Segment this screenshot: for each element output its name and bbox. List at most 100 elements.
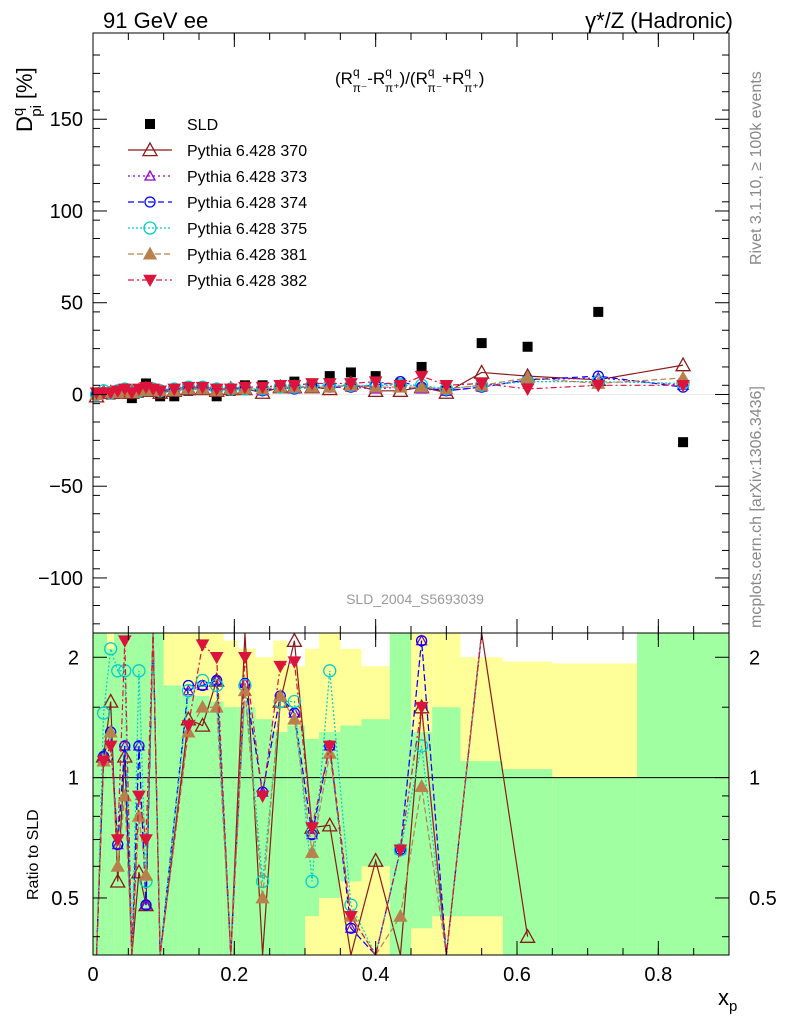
ratio-point [102, 693, 119, 708]
ratio-point [139, 898, 153, 910]
formula-sub2: π⁺ [385, 81, 400, 95]
ratio-point [287, 711, 302, 725]
y-axis-label-sub: pi [28, 105, 45, 117]
legend-entry: Pythia 6.428 382 [128, 273, 307, 290]
analysis-watermark: SLD_2004_S5693039 [346, 591, 484, 607]
y-axis-label: Dqpi [%] [10, 67, 45, 132]
ratio-point [367, 852, 384, 867]
green-band [637, 633, 729, 955]
series-point [414, 379, 429, 393]
legend-marker [145, 119, 155, 129]
ratio-point [104, 642, 118, 656]
series-point [674, 356, 692, 372]
x-axis-label: xp [718, 985, 737, 1015]
ratio-tick-label-right: 0.5 [749, 888, 777, 910]
series-point [344, 378, 358, 391]
formula-sub3: π⁻ [428, 81, 443, 95]
sld-data-point [678, 437, 689, 448]
legend-label: Pythia 6.428 381 [187, 247, 307, 264]
green-band [411, 732, 433, 929]
green-band [552, 777, 638, 955]
series-point [305, 378, 319, 391]
ratio-point [138, 867, 154, 881]
sld-data-point [593, 306, 604, 317]
green-band [195, 696, 210, 955]
green-band [460, 761, 503, 917]
axes: 150 100 50 0 −50 −100 0 0.2 0.4 0.6 0.8 2 2 1 1 0.5 0.5 [38, 32, 777, 986]
y-axis-label-sup: q [10, 108, 27, 116]
y-tick-label: 0 [72, 384, 83, 406]
ratio-point [195, 639, 210, 652]
ratio-point [139, 834, 153, 847]
x-axis-label-main: x [718, 985, 729, 1010]
mcplots-label: mcplots.cern.ch [arXiv:1306.3436] [748, 386, 765, 628]
ratio-point [519, 928, 536, 943]
formula-sub1: π⁻ [353, 81, 368, 95]
green-band [114, 633, 122, 955]
ratio-point [103, 740, 118, 753]
formula-open: (R [335, 69, 353, 88]
legend-marker [142, 246, 158, 260]
y-tick-label: −50 [49, 476, 83, 498]
ratio-point [111, 664, 125, 678]
sld-data-point [522, 341, 533, 352]
legend-label: Pythia 6.428 370 [187, 143, 307, 160]
series-point [209, 383, 224, 396]
legend-marker [143, 221, 157, 235]
ratio-point [322, 740, 337, 753]
series-point [393, 379, 408, 393]
series-line [96, 381, 684, 396]
series-point [414, 370, 429, 384]
ratio-point [305, 822, 319, 835]
ratio-point [140, 899, 152, 911]
sld-data-point [370, 371, 381, 382]
rivet-version-label: Rivet 3.1.10, ≥ 100k events [748, 71, 765, 265]
ratio-point [323, 664, 337, 678]
sld-data-point [416, 361, 427, 372]
legend-label: Pythia 6.428 375 [187, 221, 307, 238]
series-point [153, 385, 167, 398]
ratio-y-label: Ratio to SLD [25, 809, 42, 900]
ratio-line [95, 633, 483, 955]
ratio-point [344, 910, 358, 924]
series-pythia-6-428-382 [89, 370, 690, 400]
series-point [181, 381, 196, 395]
legend-marker [144, 196, 156, 208]
ratio-series-group [95, 633, 536, 955]
ratio-point [132, 664, 146, 678]
green-band [361, 719, 390, 867]
header-left-title: 91 GeV ee [103, 8, 208, 33]
green-band [107, 648, 115, 955]
ratio-point [286, 633, 303, 647]
legend-label: Pythia 6.428 373 [187, 169, 307, 186]
svg-text:Dqpi[%]: Dqpi [%] [10, 67, 45, 132]
sld-data-point [476, 338, 487, 349]
sld-data-point [345, 367, 356, 378]
ratio-tick-label: 0.5 [51, 888, 79, 910]
green-band [273, 732, 288, 955]
legend-entry: Pythia 6.428 370 [128, 141, 307, 160]
ratio-point [273, 688, 288, 702]
main-panel [88, 306, 729, 448]
series-point [287, 379, 302, 393]
ratio-point [110, 834, 125, 847]
green-band [163, 685, 182, 955]
green-band [181, 696, 196, 955]
ratio-tick-label-right: 1 [749, 768, 760, 790]
ratio-point [195, 699, 210, 713]
series-point [368, 376, 383, 389]
y-tick-label: 150 [50, 109, 83, 131]
y-tick-label: −100 [38, 568, 83, 590]
legend-label: Pythia 6.428 382 [187, 273, 307, 290]
green-band [502, 769, 553, 955]
series-point [520, 370, 535, 384]
series-point [520, 383, 535, 396]
green-band [287, 725, 305, 955]
ratio-point [415, 635, 428, 647]
header-right-title: γ*/Z (Hadronic) [585, 8, 733, 33]
legend-marker [141, 141, 159, 157]
ratio-point [393, 844, 408, 857]
series-point [273, 379, 288, 393]
ratio-line [95, 633, 483, 955]
ratio-point [132, 790, 146, 803]
